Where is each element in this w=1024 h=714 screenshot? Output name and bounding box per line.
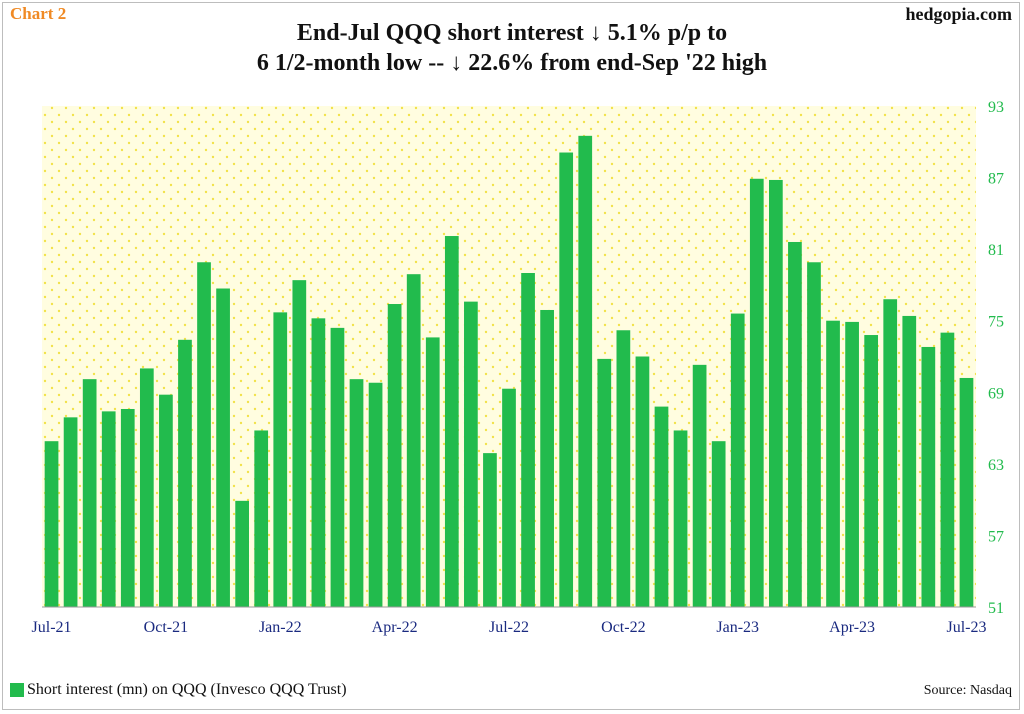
bar	[769, 179, 783, 607]
bar	[464, 301, 478, 607]
bar	[654, 406, 669, 607]
y-tick-label: 51	[988, 600, 1004, 617]
x-tick-label: Apr-22	[372, 619, 418, 636]
x-tick-label: Apr-23	[829, 619, 875, 636]
bar	[425, 337, 440, 607]
x-axis-tick-labels: Jul-21 Oct-21 Jan-22 Apr-22 Jul-22 Oct-22 Jan-…	[32, 619, 987, 636]
y-tick-label: 81	[988, 242, 1004, 259]
y-tick-label: 87	[988, 171, 1004, 188]
bar	[540, 309, 554, 607]
chart-title-line-1: End-Jul QQQ short interest ↓ 5.1% p/p to	[296, 20, 728, 46]
bar	[502, 388, 516, 607]
bar	[559, 152, 574, 607]
bar	[120, 408, 135, 607]
bar	[235, 500, 249, 607]
x-tick-label: Jul-22	[489, 619, 529, 636]
x-tick-label: Jan-22	[259, 619, 302, 636]
x-tick-label: Jul-23	[946, 619, 986, 636]
bar	[311, 318, 326, 607]
x-tick-label: Oct-21	[144, 619, 188, 636]
bar	[368, 382, 383, 607]
chart-number-label: Chart 2	[10, 4, 67, 23]
bar	[711, 441, 726, 607]
brand-watermark[interactable]: hedgopia.com	[905, 4, 1012, 24]
y-tick-label: 63	[988, 457, 1004, 474]
legend: Short interest (mn) on QQQ (Invesco QQQ …	[10, 681, 347, 699]
bar	[749, 178, 764, 607]
bar	[902, 315, 917, 607]
x-tick-label: Jan-23	[716, 619, 759, 636]
y-tick-label: 75	[988, 314, 1004, 331]
bar	[444, 236, 459, 607]
bar	[959, 377, 974, 607]
bar	[406, 274, 421, 607]
bar	[292, 280, 307, 607]
bar	[616, 330, 631, 607]
bar	[349, 379, 364, 607]
x-tick-label: Oct-22	[601, 619, 645, 636]
y-tick-label: 69	[988, 385, 1004, 402]
bar	[635, 356, 650, 607]
bar	[788, 241, 802, 608]
bar	[807, 262, 821, 607]
bar	[44, 441, 59, 607]
bar	[578, 135, 593, 607]
bar	[940, 332, 955, 607]
bar	[826, 320, 840, 607]
bar	[254, 430, 269, 607]
bar	[883, 299, 898, 607]
bar	[864, 335, 879, 607]
bar	[692, 364, 707, 607]
bar	[483, 453, 497, 607]
bar	[139, 368, 154, 607]
bar	[273, 312, 288, 607]
bar	[845, 321, 859, 607]
chart-title-line-2: 6 1/2-month low -- ↓ 22.6% from end-Sep …	[256, 50, 768, 76]
bar	[178, 339, 192, 607]
bar	[730, 313, 745, 607]
bar	[673, 430, 688, 607]
y-tick-label: 57	[988, 528, 1004, 545]
bar	[82, 379, 97, 607]
bar	[197, 262, 211, 607]
bar	[921, 346, 936, 607]
bar	[216, 288, 230, 607]
y-axis-tick-labels: 51 57 63 69 75 81 87 93	[988, 99, 1004, 617]
source-note: Source: Nasdaq	[923, 683, 1012, 698]
bar	[387, 304, 402, 607]
bar	[159, 394, 173, 607]
bar	[597, 358, 612, 607]
legend-swatch	[10, 683, 24, 697]
y-tick-label: 93	[988, 99, 1004, 116]
bar-series	[44, 135, 974, 608]
x-tick-label: Jul-21	[32, 619, 72, 636]
bar	[101, 411, 116, 607]
bar	[63, 417, 78, 607]
bar	[521, 273, 535, 607]
bar	[330, 327, 345, 607]
legend-label: Short interest (mn) on QQQ (Invesco QQQ …	[27, 681, 347, 698]
